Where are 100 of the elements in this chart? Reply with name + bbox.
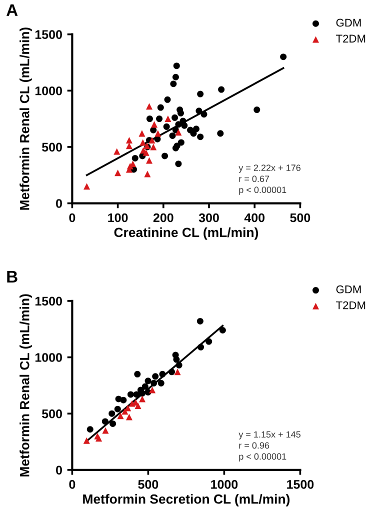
y-tick-label: 1000 xyxy=(35,353,62,362)
point xyxy=(172,74,179,80)
point xyxy=(117,412,124,420)
point xyxy=(190,130,197,137)
legend-label: GDM xyxy=(336,285,361,294)
point xyxy=(151,121,158,128)
point xyxy=(146,103,153,110)
point xyxy=(83,437,90,444)
point xyxy=(163,123,170,130)
point xyxy=(144,170,151,178)
point xyxy=(181,122,188,129)
point xyxy=(280,54,287,60)
point xyxy=(146,157,153,164)
x-tick-label: 1500 xyxy=(287,480,314,489)
y-tick-label: 1500 xyxy=(35,30,62,39)
point xyxy=(140,139,146,146)
point xyxy=(120,396,127,404)
point xyxy=(154,130,162,137)
y-tick-label: 1500 xyxy=(35,296,62,306)
legend-label: T2DM xyxy=(336,34,366,42)
x-tick-label: 200 xyxy=(153,213,174,222)
chart-title: A xyxy=(6,4,18,16)
point xyxy=(122,408,128,415)
annotation: y = 1.15x + 145 r = 0.96 p < 0.00001 xyxy=(238,431,300,462)
point xyxy=(176,362,182,368)
point xyxy=(108,410,116,417)
point xyxy=(139,396,146,402)
point xyxy=(134,370,141,378)
x-tick-label: 500 xyxy=(138,480,158,489)
point xyxy=(149,386,156,394)
point xyxy=(102,418,108,425)
point xyxy=(133,391,140,398)
point xyxy=(196,108,202,114)
x-tick-label: 0 xyxy=(69,480,76,489)
point xyxy=(157,104,164,111)
point xyxy=(142,149,150,156)
x-tick-label: 1000 xyxy=(211,480,238,489)
y-tick-label: 500 xyxy=(42,409,62,418)
point xyxy=(158,380,164,386)
point xyxy=(114,406,121,412)
x-tick-label: 0 xyxy=(69,213,76,222)
point xyxy=(173,356,180,363)
point xyxy=(152,373,159,380)
x-tick-label: 400 xyxy=(244,213,265,222)
y-tick-label: 0 xyxy=(56,466,62,475)
point xyxy=(174,368,181,376)
point xyxy=(150,380,158,386)
point xyxy=(144,378,152,384)
chart-title: B xyxy=(7,271,18,282)
point xyxy=(162,152,168,160)
y-tick-label: 500 xyxy=(42,142,62,152)
point xyxy=(197,134,204,140)
point xyxy=(139,390,146,397)
legend-label: GDM xyxy=(336,18,361,27)
point xyxy=(126,414,132,420)
point xyxy=(175,121,182,128)
y-axis-title: Metformin Renal CL (mL/min) xyxy=(20,28,32,210)
point xyxy=(206,338,212,345)
point xyxy=(114,148,120,155)
point xyxy=(172,114,178,121)
point xyxy=(159,370,166,378)
point xyxy=(146,116,153,122)
point xyxy=(197,90,204,98)
point xyxy=(127,391,134,398)
point xyxy=(254,106,260,114)
point xyxy=(94,432,101,440)
point xyxy=(150,126,157,134)
point xyxy=(142,383,148,390)
point xyxy=(168,368,176,376)
point xyxy=(154,136,161,142)
point xyxy=(110,420,116,427)
point xyxy=(102,427,109,434)
point xyxy=(164,96,171,103)
point xyxy=(175,129,182,136)
point xyxy=(84,183,90,190)
point xyxy=(132,154,138,162)
point xyxy=(156,116,163,122)
point xyxy=(173,62,180,70)
legend-label: T2DM xyxy=(336,301,366,310)
y-axis-title: Metformin Renal CL (mL/min) xyxy=(20,294,32,476)
point xyxy=(148,136,156,144)
point xyxy=(175,160,182,168)
point xyxy=(177,110,184,116)
point xyxy=(126,136,132,144)
annotation: y = 2.22x + 176 r = 0.67 p < 0.00001 xyxy=(238,164,300,195)
point xyxy=(169,132,176,139)
point xyxy=(200,111,208,118)
point xyxy=(138,130,146,137)
point xyxy=(114,170,122,176)
point xyxy=(170,80,177,88)
point xyxy=(196,318,204,324)
point xyxy=(164,116,172,122)
y-tick-label: 1000 xyxy=(35,86,62,96)
point xyxy=(126,142,132,150)
x-tick-label: 500 xyxy=(290,213,310,222)
x-axis-title: Creatinine CL (mL/min) xyxy=(114,227,258,240)
point xyxy=(217,130,224,137)
x-axis-title: Metformin Secretion CL (mL/min) xyxy=(83,494,290,506)
point xyxy=(219,326,226,334)
y-tick-label: 0 xyxy=(56,199,62,208)
